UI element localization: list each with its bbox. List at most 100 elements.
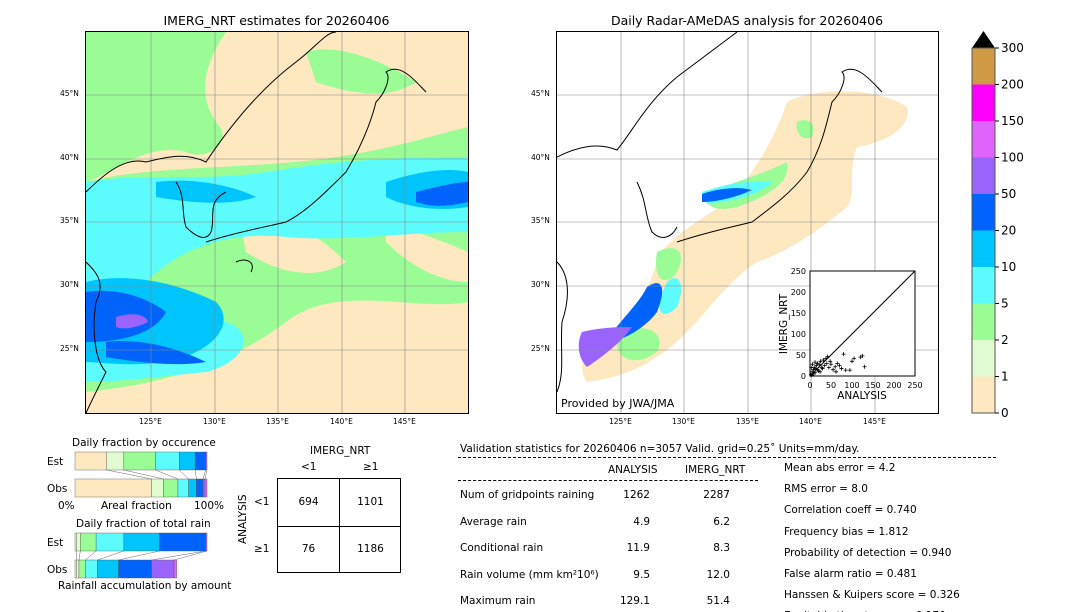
fraction-segment <box>163 478 179 498</box>
fraction-segment <box>95 532 125 552</box>
occurrence-bars <box>74 451 208 498</box>
connector-line <box>173 550 208 561</box>
colorbar-bin <box>972 48 995 85</box>
fraction-segment <box>74 478 152 498</box>
scatter-point <box>809 365 814 370</box>
scatter-point <box>852 356 857 361</box>
stat-label: Conditional rain <box>460 542 544 554</box>
colorbar-tick-label: 300 <box>1001 41 1024 55</box>
colorbar-bin <box>972 376 995 413</box>
fraction-segment <box>205 451 208 471</box>
scatter-point <box>841 352 846 357</box>
scatter-xtick: 50 <box>826 381 836 390</box>
score: Equitable threat score = 0.170 <box>784 610 946 612</box>
lon-label: 135°E <box>266 417 289 426</box>
ct-col-label: <1 <box>301 461 317 473</box>
stat-analysis: 4.9 <box>633 515 650 528</box>
fraction-segment <box>194 451 206 471</box>
colorbar-tick-label: 50 <box>1001 187 1016 201</box>
coastline <box>556 31 883 393</box>
scatter-point <box>860 353 865 358</box>
fraction-segment <box>173 559 177 579</box>
connector-line <box>204 469 208 480</box>
scatter-point <box>850 359 854 364</box>
scatter-point <box>835 361 840 366</box>
connector-line <box>106 469 152 480</box>
divider <box>458 457 996 458</box>
lon-label: 135°E <box>736 417 759 426</box>
fraction-segment <box>205 532 208 552</box>
connector-line <box>78 550 81 561</box>
score: RMS error = 8.0 <box>784 483 868 496</box>
connector-line <box>97 550 124 561</box>
colorbar-bin <box>972 340 995 377</box>
colorbar-tick-label: 100 <box>1001 151 1024 165</box>
colorbar-tick-label: 200 <box>1001 78 1024 92</box>
occurrence-title: Daily fraction by occurence <box>72 437 216 449</box>
lon-label: 145°E <box>393 417 416 426</box>
scatter-ytick: 150 <box>791 309 806 318</box>
score: Probability of detection = 0.940 <box>784 546 952 559</box>
lat-label: 40°N <box>531 153 550 162</box>
stat-label: Rain volume (mm km²10⁶) <box>460 568 599 581</box>
scatter-point <box>818 369 823 374</box>
lon-label: 140°E <box>330 417 353 426</box>
colorbar-extend-arrow <box>972 31 995 48</box>
scatter-point <box>847 368 852 373</box>
colorbar-bin <box>972 121 995 158</box>
scatter-point <box>822 363 827 368</box>
scatter-xtick: 0 <box>807 381 812 390</box>
scatter-xtick: 150 <box>865 381 880 390</box>
colorbar-tick-label: 5 <box>1001 297 1009 311</box>
scatter-point <box>837 363 842 368</box>
lat-label: 40°N <box>60 153 79 162</box>
lat-label: 45°N <box>60 89 79 98</box>
scatter-point <box>813 360 818 365</box>
colorbar-tick-label: 1 <box>1001 370 1009 384</box>
scatter-point <box>828 359 833 364</box>
colorbar-tick-label: 150 <box>1001 114 1024 128</box>
connector-line <box>85 550 97 561</box>
fraction-segment <box>177 478 189 498</box>
coastline <box>85 31 427 414</box>
colorbar-tick-label: 10 <box>1001 260 1016 274</box>
colorbar-bin <box>972 157 995 194</box>
scatter-point <box>809 373 814 378</box>
lon-label: 125°E <box>609 417 632 426</box>
colorbar-tick-label: 0 <box>1001 406 1009 420</box>
data-credit: Provided by JWA/JMA <box>561 397 675 410</box>
scatter-point <box>834 369 839 374</box>
stat-analysis: 1262 <box>623 489 650 501</box>
scatter-ytick: 50 <box>796 351 806 360</box>
fraction-segment <box>78 559 86 579</box>
scatter-point <box>819 365 824 370</box>
stat-label: Maximum rain <box>460 595 536 607</box>
scatter-xlabel: ANALYSIS <box>837 390 887 402</box>
colorbar-bin <box>972 84 995 121</box>
occ-xlabel: Areal fraction <box>101 500 172 512</box>
fraction-segment <box>202 478 206 498</box>
scatter-point <box>862 364 867 369</box>
lat-label: 35°N <box>531 216 550 225</box>
scatter-point <box>817 362 822 367</box>
stat-imerg: 6.2 <box>713 515 730 528</box>
stat-label: Average rain <box>460 515 527 528</box>
fraction-segment <box>196 478 204 498</box>
scatter-point <box>821 358 826 363</box>
col-header-imerg: IMERG_NRT <box>685 464 746 476</box>
scatter-point <box>811 371 816 376</box>
fraction-segment <box>97 559 119 579</box>
connector-line <box>179 469 189 480</box>
lon-label: 130°E <box>672 417 695 426</box>
col-header-analysis: ANALYSIS <box>608 464 658 476</box>
fraction-segment <box>151 478 164 498</box>
scatter-point <box>813 366 818 371</box>
colorbar-tick-label: 2 <box>1001 333 1009 347</box>
left-map-title: IMERG_NRT estimates for 20260406 <box>163 13 390 28</box>
stats-header: Validation statistics for 20260406 n=305… <box>460 443 860 455</box>
stat-analysis: 129.1 <box>619 595 650 607</box>
connector-line <box>202 469 206 480</box>
left-map-rain-field <box>85 31 468 414</box>
